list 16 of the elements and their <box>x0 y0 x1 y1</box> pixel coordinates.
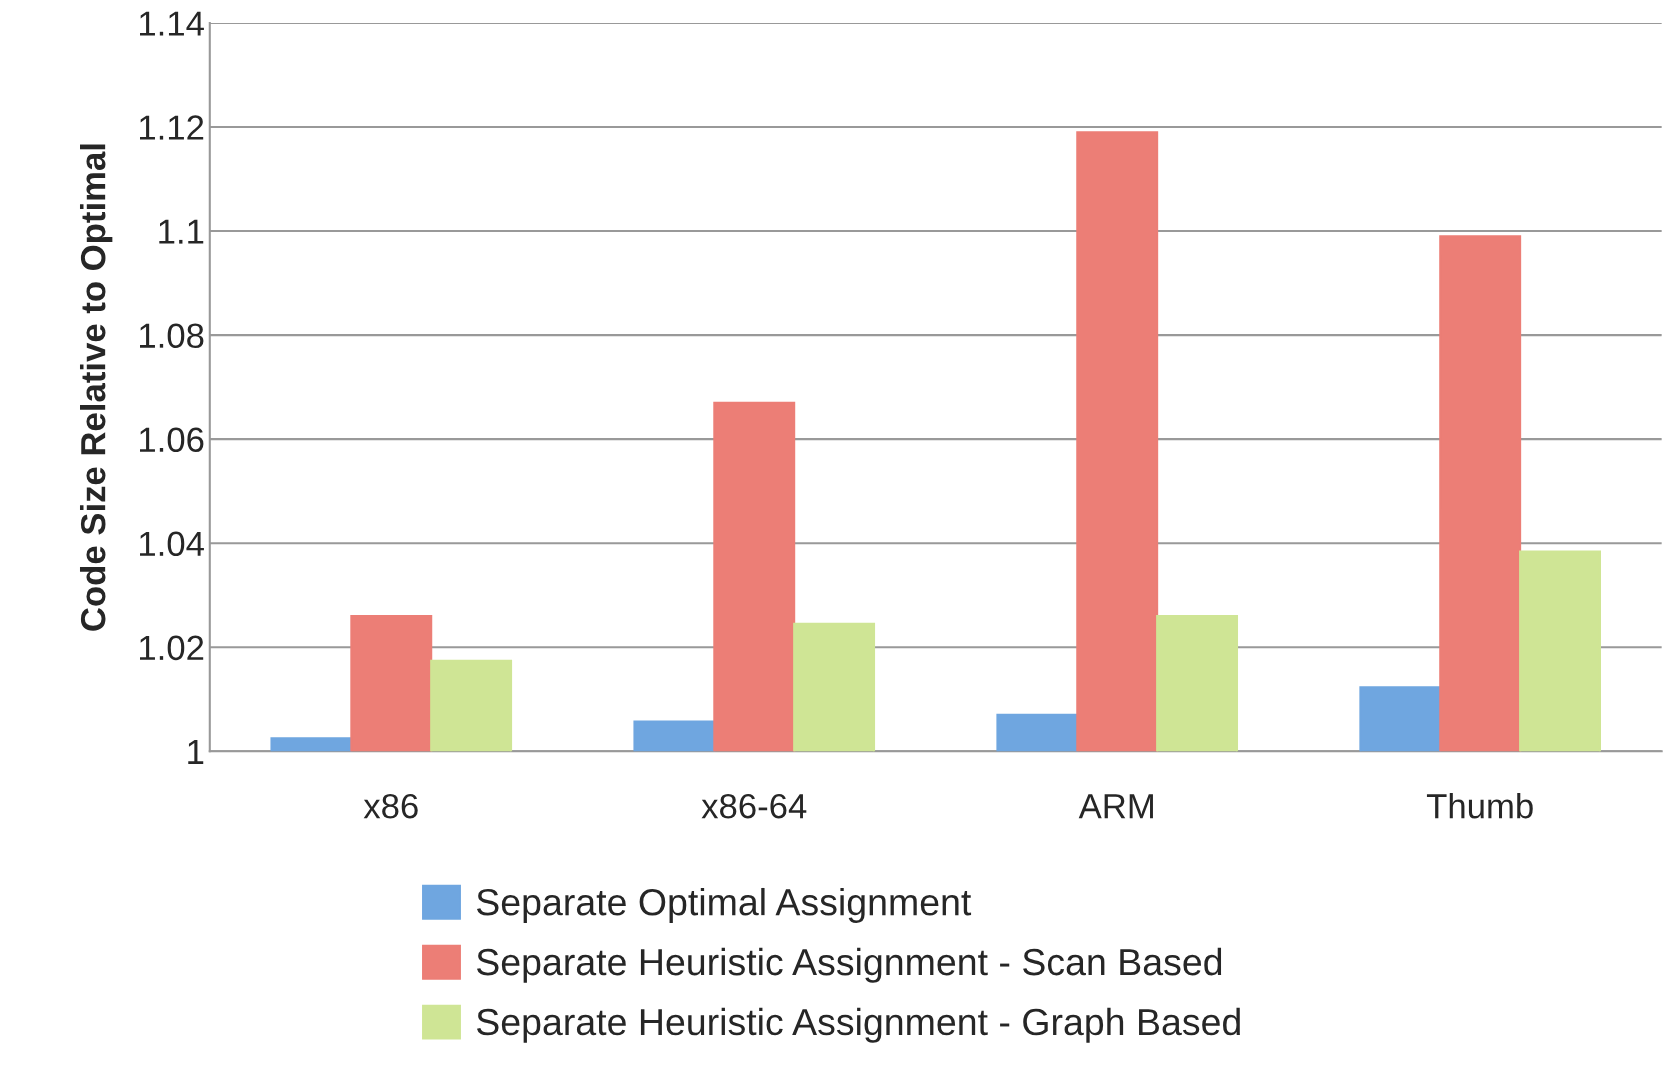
x-tick-label: ARM <box>1078 794 1153 819</box>
x-tick-label: Thumb <box>1426 792 1533 819</box>
y-tick-label: 1.02 <box>140 635 204 661</box>
y-axis-title: Code Size Relative to Optimal <box>79 144 113 631</box>
x-tick-label: x86-64 <box>701 793 807 819</box>
y-tick-label: 1 <box>188 739 204 764</box>
y-tick-label: 1.06 <box>140 427 204 453</box>
x-tick-label: x86 <box>363 793 418 819</box>
legend-label: Separate Heuristic Assignment - Graph Based <box>476 1007 1240 1043</box>
y-tick-label: 1.1 <box>159 219 204 244</box>
y-tick-label: 1.14 <box>140 11 204 36</box>
y-tick-label: 1.12 <box>140 115 204 140</box>
legend-label: Separate Heuristic Assignment - Scan Based <box>476 947 1222 983</box>
y-tick-label: 1.08 <box>140 323 204 349</box>
legend-label: Separate Optimal Assignment <box>476 887 972 923</box>
y-tick-label: 1.04 <box>140 531 204 557</box>
